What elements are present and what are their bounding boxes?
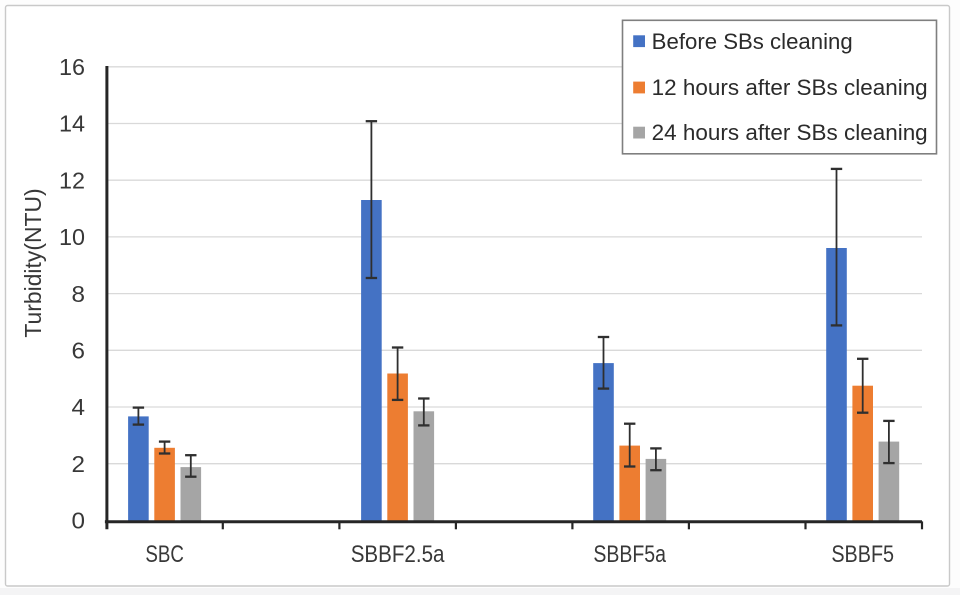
svg-text:6: 6 (72, 338, 86, 364)
svg-text:16: 16 (59, 54, 85, 80)
svg-text:SBBF5: SBBF5 (831, 541, 894, 568)
svg-text:SBBF5a: SBBF5a (593, 541, 666, 568)
svg-text:8: 8 (72, 281, 86, 307)
svg-text:Turbidity(NTU): Turbidity(NTU) (20, 188, 46, 337)
svg-text:Before SBs cleaning: Before SBs cleaning (652, 29, 853, 54)
svg-text:10: 10 (59, 224, 85, 250)
svg-text:2: 2 (72, 451, 86, 477)
svg-text:SBBF2.5a: SBBF2.5a (351, 541, 445, 568)
svg-text:12 hours after SBs cleaning: 12 hours after SBs cleaning (652, 75, 928, 100)
svg-text:14: 14 (59, 111, 85, 137)
svg-text:4: 4 (72, 394, 86, 420)
svg-text:0: 0 (72, 508, 86, 534)
svg-text:12: 12 (59, 167, 85, 193)
svg-text:SBC: SBC (145, 541, 184, 568)
svg-text:24 hours after SBs cleaning: 24 hours after SBs cleaning (652, 120, 928, 145)
